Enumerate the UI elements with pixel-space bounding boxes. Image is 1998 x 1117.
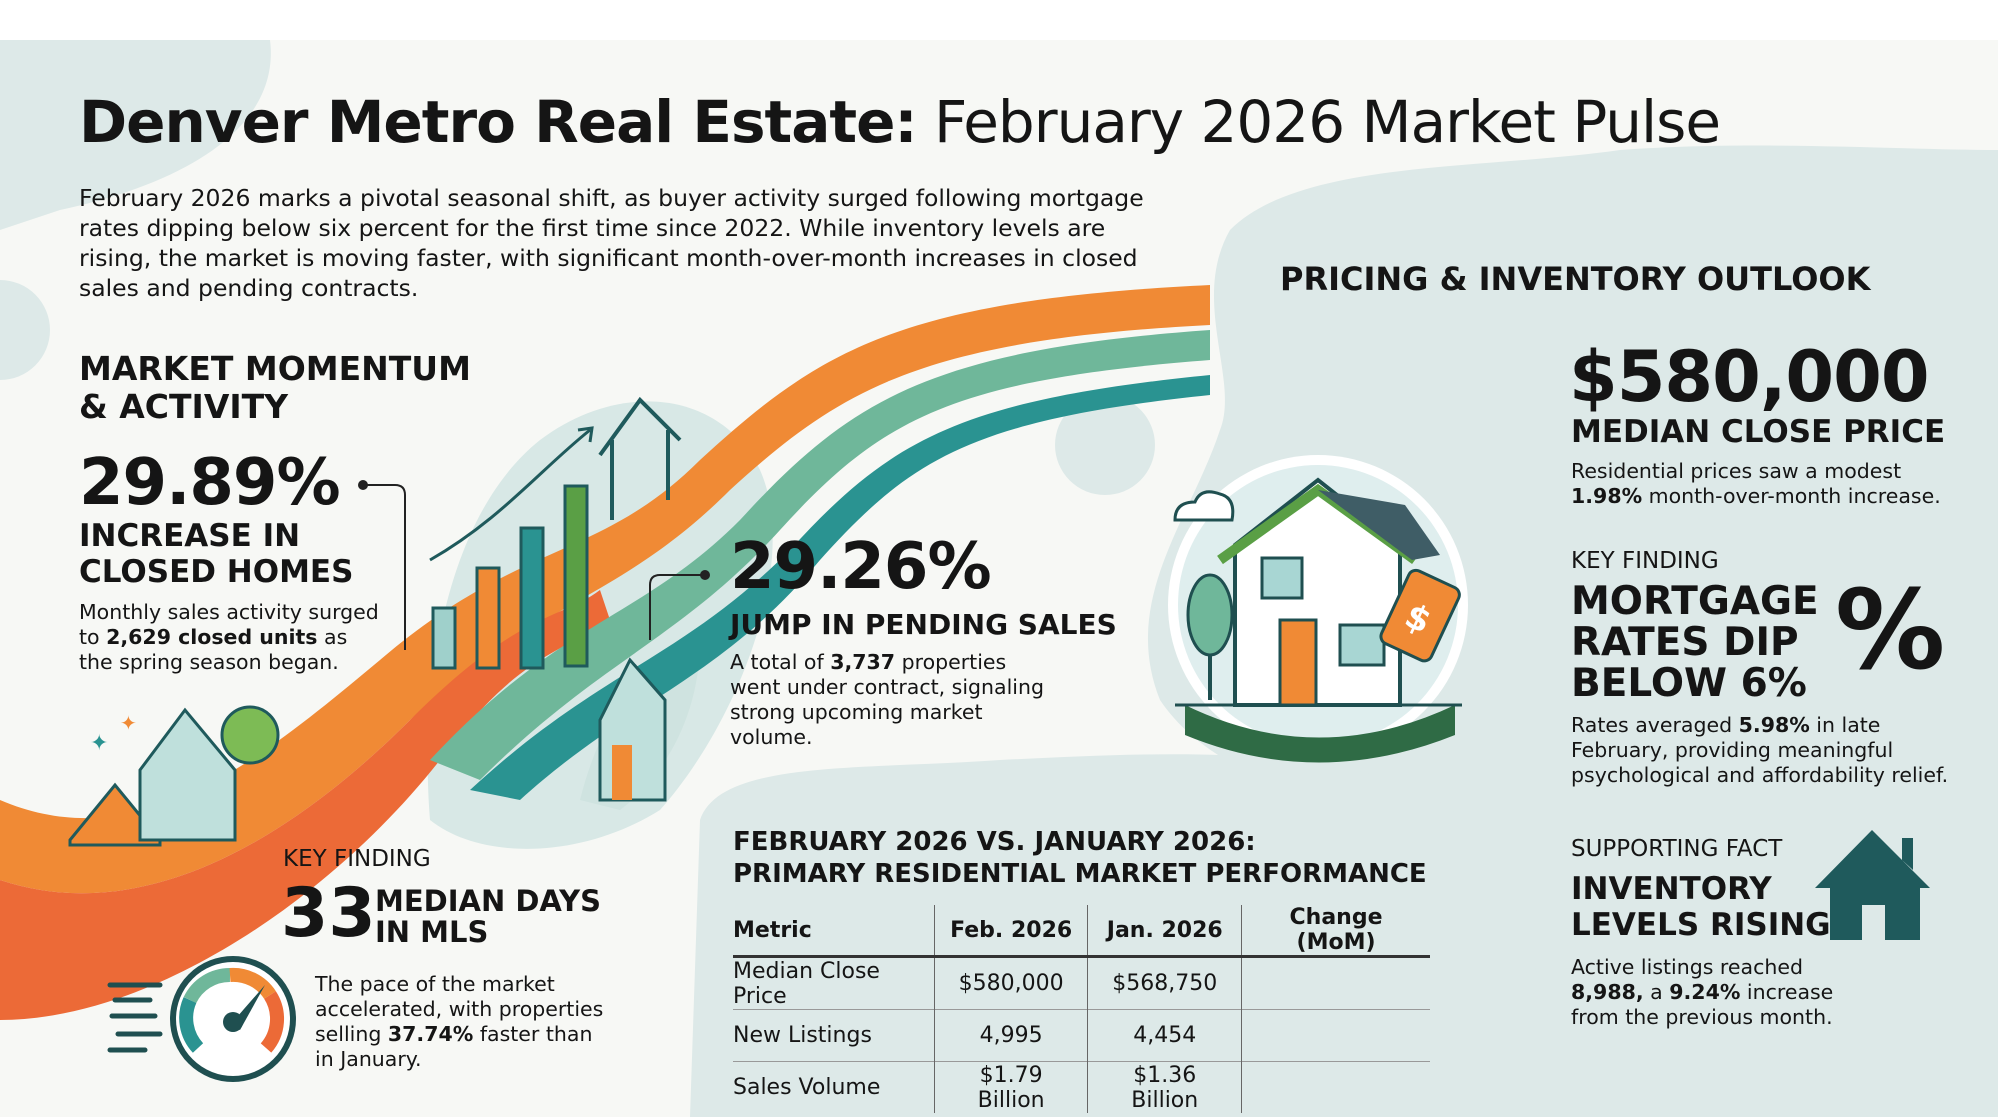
right-panel-blob (1147, 145, 1998, 1117)
speedometer-icon (107, 956, 296, 1082)
closed-homes-value: 29.89% (79, 446, 341, 520)
momentum-heading: MARKET MOMENTUM & ACTIVITY (79, 349, 471, 426)
inventory-headline: INVENTORY LEVELS RISING (1571, 871, 1831, 943)
cell: New Listings (733, 1009, 935, 1062)
mortgage-kicker: KEY FINDING (1571, 548, 1719, 574)
cell: Sales Volume (733, 1061, 935, 1113)
median-price-label: MEDIAN CLOSE PRICE (1571, 414, 1946, 450)
house-icon (68, 657, 667, 847)
intro-paragraph: February 2026 marks a pivotal seasonal s… (79, 184, 1144, 302)
house-price-tag-icon: $ (1168, 455, 1468, 763)
svg-text:✦: ✦ (90, 731, 108, 756)
cell (1241, 1009, 1430, 1062)
pending-sales-label: JUMP IN PENDING SALES (730, 608, 1117, 641)
mortgage-body: Rates averaged 5.98% in late February, p… (1571, 713, 1949, 787)
cell: 4,454 (1087, 1009, 1242, 1062)
ribbon-orange (0, 285, 1210, 894)
days-label: MEDIAN DAYS IN MLS (375, 884, 601, 949)
svg-text:✦: ✦ (120, 711, 137, 735)
col-metric: Metric (733, 905, 935, 958)
table-header-row: Metric Feb. 2026 Jan. 2026 Change (MoM) (733, 905, 1430, 958)
days-body: The pace of the market accelerated, with… (315, 972, 604, 1071)
pending-sales-value: 29.26% (730, 530, 992, 604)
left-blob (0, 280, 50, 380)
cell: Median Close Price (733, 958, 880, 1009)
cell: $580,000 (933, 956, 1088, 1010)
median-price-body: Residential prices saw a modest 1.98% mo… (1571, 459, 1941, 508)
col-jan: Jan. 2026 (1087, 905, 1242, 958)
days-value: 33 (281, 874, 376, 953)
cell: $568,750 (1087, 956, 1242, 1010)
table-row: New Listings 4,995 4,454 (733, 1009, 1430, 1062)
col-feb: Feb. 2026 (933, 905, 1088, 958)
house-silhouette-icon (1815, 830, 1930, 940)
page-title: Denver Metro Real Estate: February 2026 … (79, 88, 1721, 156)
percent-icon: % (1835, 566, 1946, 694)
cell: $1.79 Billion (933, 1061, 1088, 1113)
table-row: Sales Volume $1.79 Billion $1.36 Billion (733, 1061, 1430, 1113)
performance-table: Metric Feb. 2026 Jan. 2026 Change (MoM) … (733, 905, 1430, 1113)
mortgage-headline: MORTGAGE RATES DIP BELOW 6% (1571, 579, 1819, 706)
cell (1241, 1061, 1430, 1113)
cell: $1.36 Billion (1087, 1061, 1242, 1113)
closed-homes-body: Monthly sales activity surged to 2,629 c… (79, 600, 379, 674)
median-price-value: $580,000 (1569, 336, 1930, 418)
ribbon-red (0, 590, 610, 1020)
outlook-heading: PRICING & INVENTORY OUTLOOK (1280, 260, 1871, 298)
days-kicker: KEY FINDING (283, 846, 431, 872)
cell (1241, 956, 1430, 1010)
cell: 4,995 (933, 1009, 1088, 1062)
closed-homes-label: INCREASE IN CLOSED HOMES (79, 518, 354, 590)
inventory-body: Active listings reached 8,988, a 9.24% i… (1571, 955, 1834, 1029)
col-change: Change (MoM) (1241, 905, 1430, 958)
pending-sales-body: A total of 3,737 properties went under c… (730, 650, 1044, 749)
rising-bar-chart-icon (429, 396, 682, 670)
table-title: FEBRUARY 2026 VS. JANUARY 2026: PRIMARY R… (733, 827, 1427, 889)
table-row: Median Close Price $580,000 $568,750 (733, 956, 1430, 1010)
inventory-kicker: SUPPORTING FACT (1571, 836, 1783, 862)
ribbon-sage (430, 330, 1210, 780)
top-left-blob (0, 40, 271, 230)
